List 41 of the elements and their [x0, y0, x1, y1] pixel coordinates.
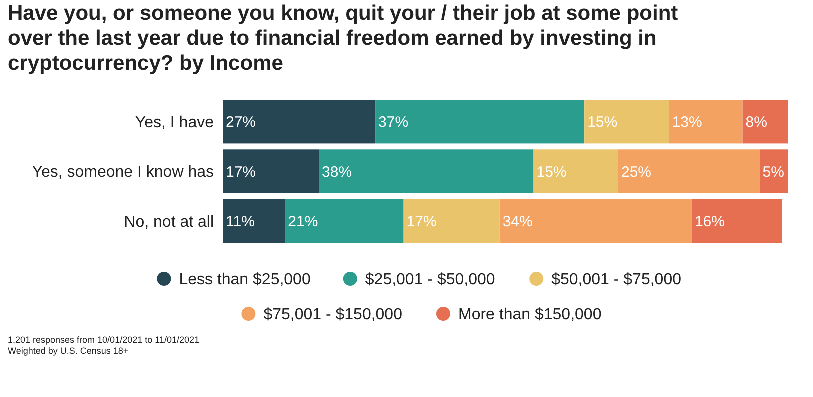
data-label: 15%	[588, 114, 618, 132]
bar	[404, 199, 500, 243]
bar	[669, 100, 743, 144]
bar	[285, 199, 404, 243]
data-label: 16%	[694, 213, 725, 230]
bar	[319, 150, 534, 194]
data-label: 17%	[226, 164, 256, 181]
bar	[618, 150, 760, 194]
chart-title: Have you, or someone you know, quit your / their job at some point over the last year due to financial freedom earned by investing in cryptocurrency? by Income	[8, 2, 678, 75]
text: Weighted by U.S. Census 18+	[8, 346, 129, 356]
bar	[760, 150, 788, 194]
legend-label: Less than $25,000	[179, 272, 311, 289]
y-tick-label: Yes, I have	[135, 114, 214, 132]
bar	[584, 100, 670, 144]
bar	[223, 100, 376, 144]
bar	[376, 100, 585, 144]
legend-label: $25,001 - $50,000	[365, 272, 496, 289]
bar	[223, 199, 286, 243]
bar	[223, 150, 320, 194]
legend-label: $50,001 - $75,000	[552, 272, 682, 289]
data-label: 38%	[322, 164, 352, 181]
data-label: 34%	[502, 213, 533, 230]
data-label: 15%	[536, 164, 567, 181]
data-label: 13%	[672, 114, 702, 132]
data-label: 17%	[406, 213, 437, 230]
legend-label: More than $150,000	[458, 306, 602, 324]
data-label: 5%	[762, 164, 784, 181]
y-tick-label: Yes, someone I know has	[32, 164, 214, 182]
bar	[742, 100, 788, 144]
data-label: 37%	[378, 114, 409, 132]
data-label: 11%	[226, 213, 255, 230]
y-tick-label: No, not at all	[124, 214, 214, 231]
bar	[692, 199, 782, 243]
data-label: 25%	[622, 164, 652, 181]
bar	[534, 150, 618, 194]
text: 1,201 responses from 10/01/2021 to 11/01/2021	[8, 335, 200, 345]
legend-label: $75,001 - $150,000	[264, 306, 403, 324]
bar	[500, 199, 692, 243]
data-label: 21%	[288, 213, 318, 230]
data-label: 8%	[746, 114, 768, 132]
data-label: 27%	[226, 114, 256, 132]
